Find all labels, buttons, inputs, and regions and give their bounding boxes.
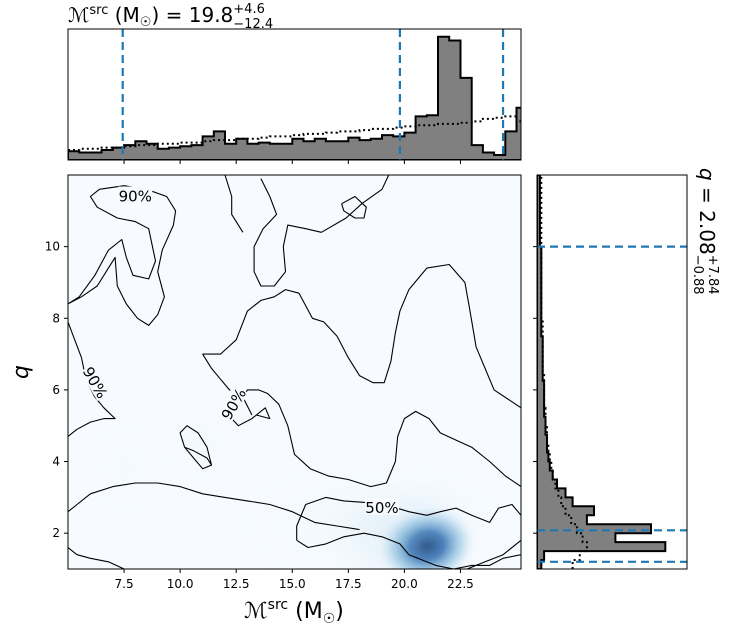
mass-ratio-title: q = 2.08+7.84−0.88 (690, 168, 720, 295)
contour-line (179, 425, 213, 470)
y-tick-label: 4 (52, 455, 60, 469)
right-axes-frame (536, 174, 688, 570)
contour-label: 50% (365, 499, 398, 517)
y-tick-label: 8 (52, 311, 60, 325)
chirp-mass-posterior-hist (68, 35, 521, 160)
contour-line (296, 532, 521, 569)
contour-line (68, 482, 360, 531)
density-blob (162, 400, 234, 487)
y-axis-label: q (9, 365, 34, 379)
y-tick-label: 6 (52, 383, 60, 397)
y-tick-label: 10 (45, 240, 60, 254)
contour-label-bg (364, 498, 399, 516)
contour-line (202, 263, 521, 409)
contour-line (68, 547, 125, 569)
x-tick-label: 10.0 (167, 577, 194, 591)
right-marginal-histogram (533, 174, 688, 570)
x-tick-label: 17.5 (335, 577, 362, 591)
chirp-mass-title: ℳsrc (M☉) = 19.8+4.6 −12.4 (68, 2, 273, 32)
x-tick-label: 20.0 (391, 577, 418, 591)
joint-density-panel: 90%90%90%50% 7.5 10.0 12.5 15.0 17.5 20.0 22.5… (45, 174, 522, 591)
x-axis-label: ℳsrc (M☉) (244, 597, 344, 627)
chirp-mass-prior-hist (68, 115, 521, 151)
mass-ratio-prior-hist (540, 175, 588, 569)
contour-line (296, 496, 521, 541)
top-marginal-histogram (67, 28, 522, 164)
contour-line (341, 195, 367, 219)
contour-label-bg (118, 186, 153, 204)
x-tick-label: 7.5 (115, 577, 134, 591)
top-axes-frame (67, 28, 522, 161)
contour-label: 90% (119, 187, 152, 205)
mass-ratio-posterior-hist (537, 175, 667, 569)
density-blob (227, 450, 515, 569)
density-blob (70, 411, 178, 527)
contour-label-bg (80, 363, 113, 401)
contour-line (231, 389, 521, 488)
y-tick-label: 2 (52, 526, 60, 540)
contour-line (224, 175, 244, 233)
x-tick-label: 12.5 (223, 577, 250, 591)
contour-label-bg (216, 384, 249, 423)
x-tick-label: 15.0 (279, 577, 306, 591)
main-axes-frame (67, 174, 522, 570)
contour-line (253, 175, 390, 287)
x-tick-label: 22.5 (447, 577, 474, 591)
contour-line (68, 321, 116, 437)
